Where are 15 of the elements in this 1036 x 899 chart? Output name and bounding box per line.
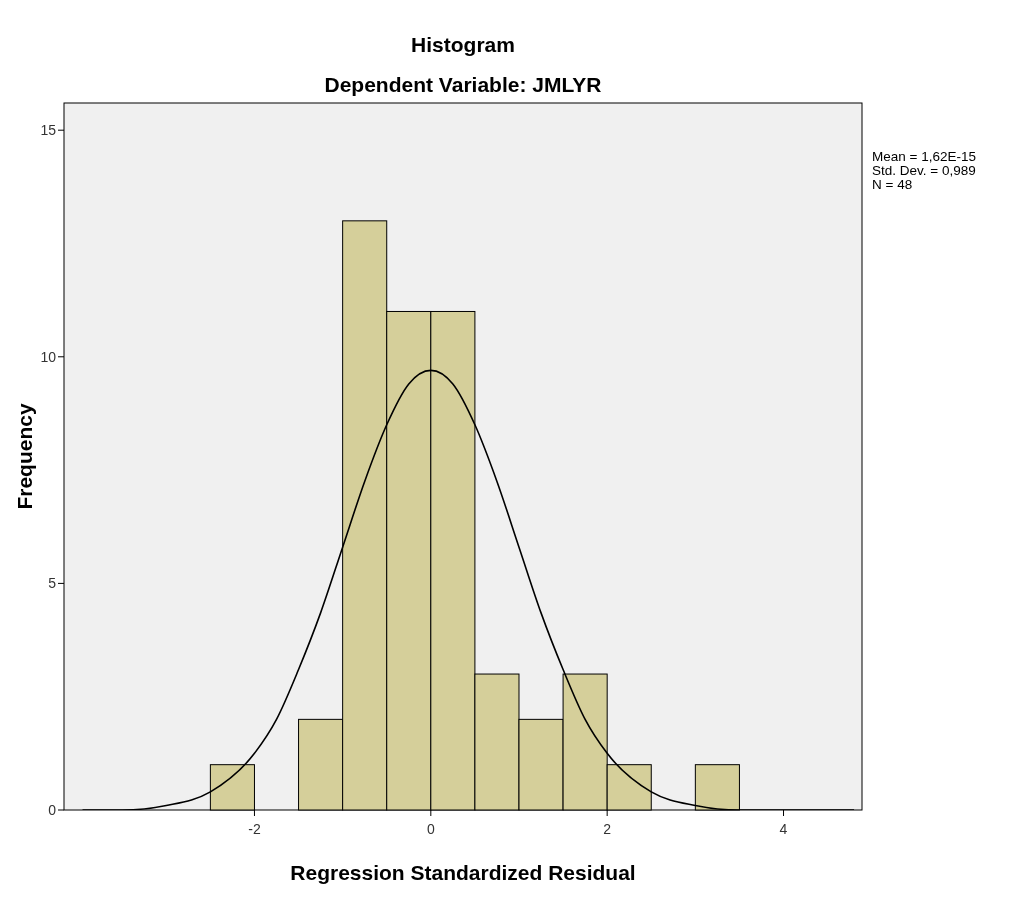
y-tick-label: 10 [40,348,57,365]
y-axis-title: Frequency [13,403,36,510]
y-tick-label: 15 [40,122,57,139]
y-tick-label: 0 [48,801,57,818]
x-tick-label: 0 [426,821,435,837]
x-tick-label: -2 [248,821,261,837]
chart-title: Histogram [411,33,515,56]
text: Mean = 1,62E-15 [872,149,976,164]
x-tick-label: 2 [603,821,612,837]
x-axis-title: Regression Standardized Residual [290,861,636,884]
chart-subtitle: Dependent Variable: JMLYR [324,73,602,96]
y-tick-label: 5 [48,575,57,592]
x-tick-label: 4 [779,821,788,837]
text: N = 48 [872,177,913,192]
text: Std. Dev. = 0,989 [872,163,976,178]
